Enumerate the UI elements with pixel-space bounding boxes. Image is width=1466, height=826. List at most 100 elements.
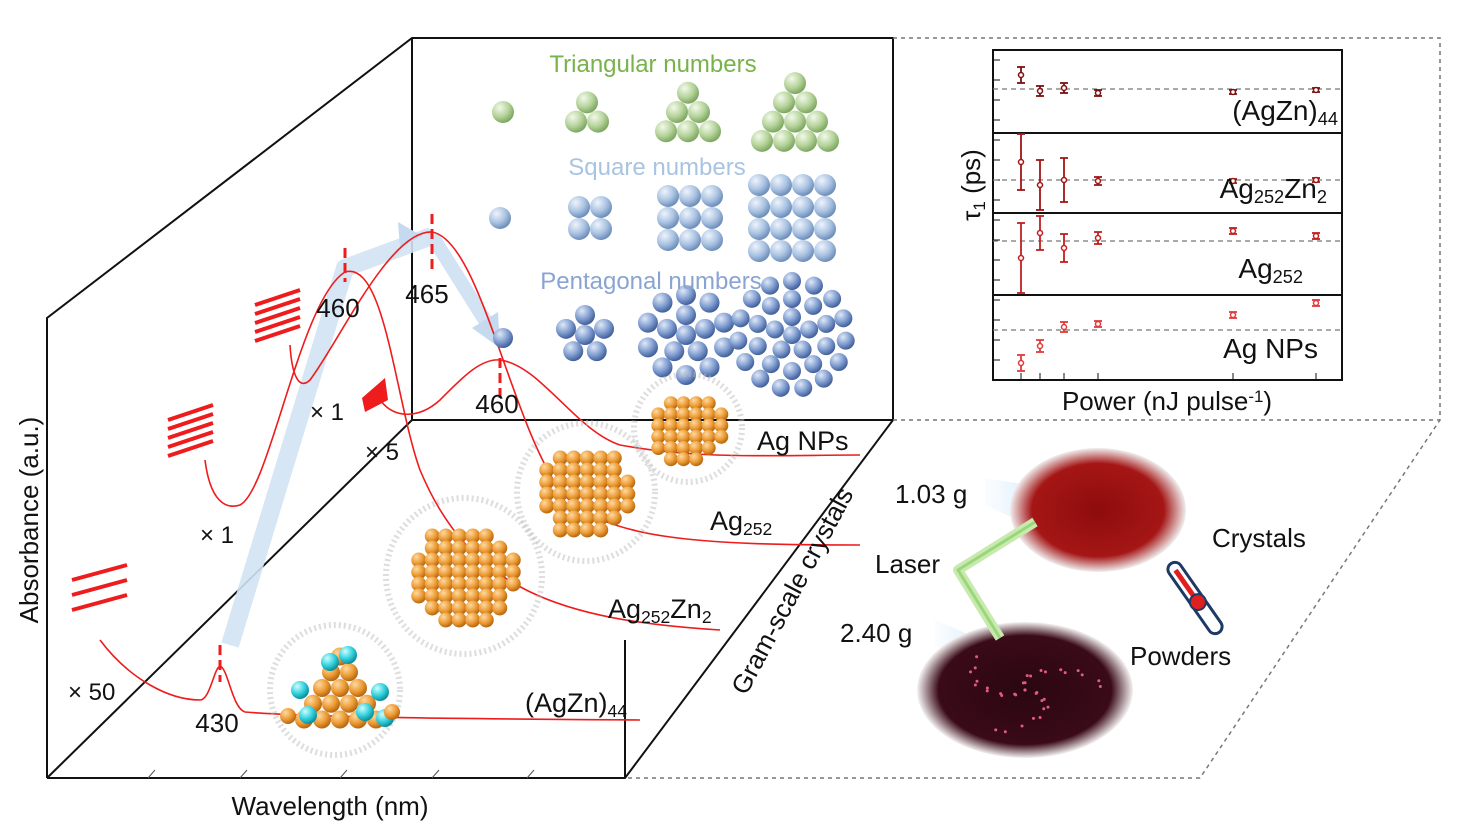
sphere — [656, 318, 677, 339]
sphere — [593, 462, 609, 478]
sphere — [770, 174, 792, 196]
sphere — [492, 588, 508, 604]
point — [1036, 229, 1044, 237]
sphere — [806, 110, 828, 133]
point — [1229, 177, 1237, 185]
point — [1094, 177, 1102, 185]
sphere — [575, 305, 595, 325]
sphere — [748, 218, 770, 240]
point — [1060, 176, 1068, 184]
sphere — [552, 450, 568, 466]
line-shape — [526, 769, 535, 779]
sphere — [565, 110, 587, 133]
sphere — [736, 353, 755, 371]
label-part: 2 — [702, 607, 712, 627]
sphere — [539, 474, 555, 490]
sphere — [606, 462, 622, 478]
label-part: Ag NPs — [1223, 333, 1318, 364]
speckle — [985, 689, 989, 693]
speckle — [1063, 671, 1067, 675]
inset-x-label: Power (nJ pulse-1) — [1062, 386, 1272, 416]
line-shape — [147, 769, 156, 779]
sphere — [814, 196, 836, 218]
x-axis-label: Wavelength (nm) — [232, 791, 429, 821]
arrow-head — [472, 312, 500, 348]
sphere — [606, 474, 622, 490]
sphere — [784, 110, 806, 133]
sphere — [555, 318, 576, 339]
sphere — [751, 129, 773, 152]
frame — [46, 37, 1441, 779]
sphere — [313, 679, 331, 697]
sphere — [657, 185, 679, 207]
sphere — [465, 612, 481, 628]
sphere — [552, 486, 568, 502]
sphere — [593, 522, 609, 538]
sphere — [568, 218, 590, 240]
sphere — [701, 396, 716, 411]
sphere — [340, 694, 358, 713]
sphere — [280, 708, 296, 724]
sphere — [676, 441, 691, 455]
sphere — [505, 576, 521, 592]
speckle — [1020, 724, 1024, 728]
sphere — [411, 588, 427, 604]
sphere — [563, 341, 584, 362]
point — [1312, 86, 1320, 94]
sphere — [606, 450, 622, 466]
sphere — [552, 474, 568, 490]
label-part: 252 — [641, 607, 670, 627]
sphere — [770, 196, 792, 218]
sphere — [701, 407, 716, 422]
sphere — [701, 441, 716, 455]
spectrum — [289, 231, 861, 546]
sphere — [651, 418, 666, 433]
label-part: Ag NPs — [757, 426, 849, 456]
sphere — [465, 576, 481, 592]
sphere — [748, 337, 767, 356]
thermometer-bulb — [1188, 593, 1207, 612]
speckle — [1097, 679, 1101, 683]
scale-icon — [362, 378, 388, 412]
sphere — [765, 320, 784, 339]
sphere — [783, 362, 801, 380]
sphere — [451, 552, 467, 568]
sphere — [664, 341, 685, 362]
sphere — [451, 576, 467, 592]
sphere — [331, 710, 349, 729]
sphere — [438, 576, 454, 592]
sphere — [637, 337, 658, 358]
hatch — [167, 430, 214, 449]
sphere — [748, 314, 767, 333]
sphere — [676, 285, 696, 305]
sphere — [321, 653, 339, 671]
speckle — [999, 692, 1003, 696]
sphere — [478, 576, 494, 592]
label-part: Ag — [1220, 173, 1254, 204]
sphere — [566, 510, 582, 526]
decoration — [71, 49, 1343, 758]
speckle — [1080, 673, 1084, 677]
sphere — [794, 378, 813, 397]
sphere — [356, 703, 374, 721]
sphere — [492, 552, 508, 568]
sphere — [478, 564, 494, 580]
sphere — [579, 510, 595, 526]
sphere — [714, 407, 729, 422]
sphere — [587, 110, 609, 133]
photo-crystals — [1010, 448, 1186, 572]
sphere — [492, 576, 508, 592]
panel-label: Ag252 — [1238, 253, 1303, 287]
speckle — [1023, 681, 1027, 685]
sphere — [637, 312, 658, 333]
point — [1229, 311, 1237, 319]
sphere — [655, 120, 677, 143]
sphere — [606, 510, 622, 526]
sphere — [699, 357, 720, 378]
ligand-shell — [267, 622, 403, 758]
sphere — [676, 396, 691, 411]
sphere — [593, 450, 609, 466]
scale-factor: × 1 — [200, 522, 234, 549]
sphere — [478, 540, 494, 556]
speckle — [1025, 674, 1029, 678]
